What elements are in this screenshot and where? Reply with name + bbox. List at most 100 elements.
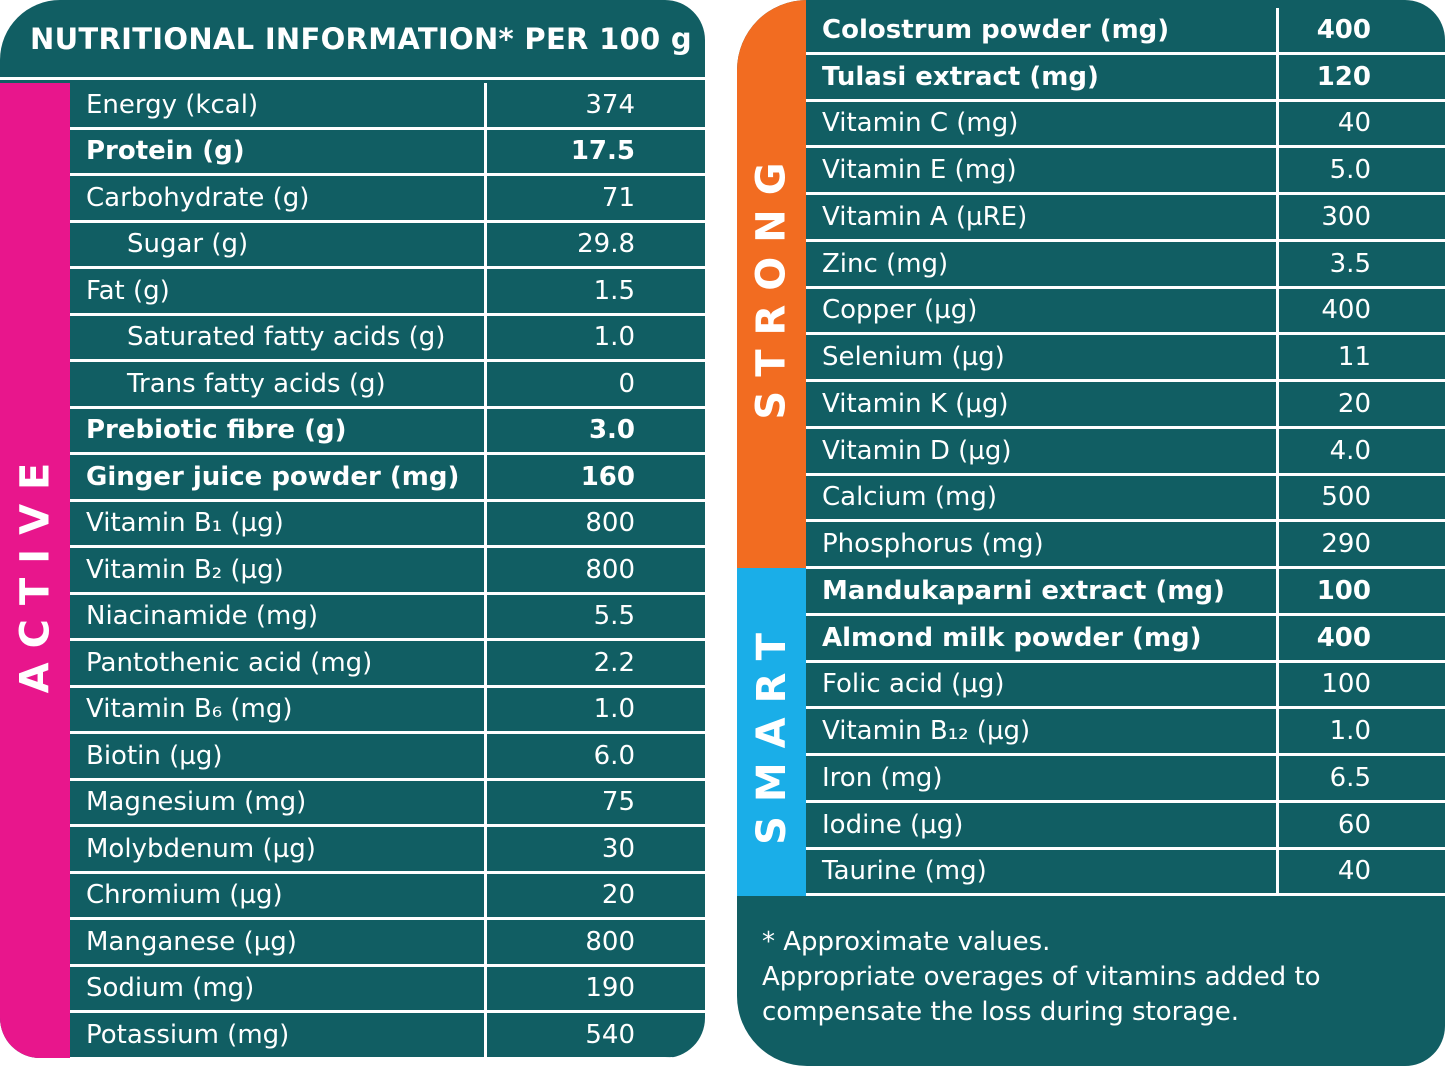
nutrient-name: Vitamin B₂ (µg) <box>70 548 487 592</box>
nutrient-value: 30 <box>601 833 635 864</box>
nutrient-name: Niacinamide (mg) <box>70 594 487 638</box>
nutrient-name: Iron (mg) <box>806 756 1279 800</box>
table-row: Magnesium (mg) 75 <box>70 780 705 827</box>
table-row: Fat (g) 1.5 <box>70 269 705 316</box>
table-row: Iodine (µg) 60 <box>806 802 1445 850</box>
nutrient-name: Vitamin C (mg) <box>806 101 1279 146</box>
nutrient-value: 160 <box>580 461 635 492</box>
table-row: Phosphorus (mg) 290 <box>806 522 1445 569</box>
table-row: Sugar (g) 29.8 <box>70 222 705 269</box>
nutrient-value: 0 <box>618 368 635 399</box>
nutrient-value: 1.5 <box>593 275 635 306</box>
table-row: Vitamin B₆ (mg) 1.0 <box>70 687 705 734</box>
table-row: Prebiotic fibre (g) 3.0 <box>70 408 705 455</box>
nutrient-value: 120 <box>1316 61 1371 92</box>
table-row: Vitamin D (µg) 4.0 <box>806 428 1445 476</box>
nutrient-value: 374 <box>585 89 635 120</box>
nutrient-name: Vitamin D (µg) <box>806 428 1279 473</box>
nutrient-name: Zinc (mg) <box>806 241 1279 286</box>
nutrient-value: 800 <box>585 554 635 585</box>
nutrient-name: Trans fatty acids (g) <box>70 362 487 406</box>
nutrient-name: Copper (µg) <box>806 288 1279 333</box>
nutrient-name: Vitamin K (µg) <box>806 382 1279 426</box>
nutrient-value: 60 <box>1337 809 1371 840</box>
nutrient-value: 3.0 <box>588 415 635 446</box>
nutrient-value: 1.0 <box>593 694 635 725</box>
nutrient-value: 1.0 <box>593 322 635 353</box>
nutrient-name: Prebiotic fibre (g) <box>70 408 487 452</box>
table-row: Mandukaparni extract (mg) 100 <box>806 569 1445 616</box>
nutrient-name: Phosphorus (mg) <box>806 522 1279 566</box>
nutrient-name: Vitamin B₁ (µg) <box>70 501 487 545</box>
nutrition-table-right: STRONG SMART * Approximate values. Appro… <box>737 0 1445 1066</box>
nutrient-value: 400 <box>1321 295 1371 326</box>
nutrient-value: 20 <box>1337 388 1371 419</box>
nutrient-name: Vitamin B₆ (mg) <box>70 687 487 731</box>
nutrient-name: Molybdenum (µg) <box>70 827 487 871</box>
table-row: Vitamin A (µRE) 300 <box>806 195 1445 242</box>
table-row: Taurine (mg) 40 <box>806 849 1445 897</box>
nutrient-value: 3.5 <box>1329 248 1371 279</box>
nutrient-name: Calcium (mg) <box>806 475 1279 520</box>
nutrient-value: 17.5 <box>570 136 635 167</box>
strong-label: STRONG <box>748 148 795 420</box>
nutrient-value: 400 <box>1316 14 1371 45</box>
nutrient-value: 40 <box>1337 108 1371 139</box>
nutrient-value: 11 <box>1337 342 1371 373</box>
nutrient-name: Selenium (µg) <box>806 335 1279 379</box>
nutrient-name: Protein (g) <box>70 129 487 173</box>
footnote-line: Appropriate overages of vitamins added t… <box>762 962 1321 992</box>
nutrient-value: 800 <box>585 926 635 957</box>
nutrient-value: 500 <box>1321 482 1371 513</box>
footnote-line: * Approximate values. <box>762 927 1051 957</box>
table-row: Folic acid (µg) 100 <box>806 662 1445 710</box>
table-row: Iron (mg) 6.5 <box>806 756 1445 803</box>
nutrient-value: 190 <box>585 973 635 1004</box>
table-row: Vitamin B₁₂ (µg) 1.0 <box>806 709 1445 756</box>
table-row: Zinc (mg) 3.5 <box>806 241 1445 289</box>
table-row: Copper (µg) 400 <box>806 288 1445 336</box>
nutrient-name: Sugar (g) <box>70 222 487 266</box>
table-title: NUTRITIONAL INFORMATION* PER 100 g <box>0 0 705 80</box>
table-row: Vitamin E (mg) 5.0 <box>806 148 1445 195</box>
nutrient-value: 6.0 <box>593 740 635 771</box>
nutrient-value: 75 <box>601 787 635 818</box>
table-row: Trans fatty acids (g) 0 <box>70 362 705 409</box>
nutrient-value: 100 <box>1316 575 1371 606</box>
table-row: Carbohydrate (g) 71 <box>70 176 705 223</box>
active-label: ACTIVE <box>12 448 59 693</box>
nutrient-value: 4.0 <box>1329 435 1371 466</box>
table-row: Saturated fatty acids (g) 1.0 <box>70 315 705 362</box>
nutrient-value: 1.0 <box>1329 716 1371 747</box>
nutrient-value: 40 <box>1337 856 1371 887</box>
table-row: Tulasi extract (mg) 120 <box>806 54 1445 102</box>
nutrient-value: 71 <box>601 182 635 213</box>
nutrient-value: 5.5 <box>593 601 635 632</box>
smart-label: SMART <box>748 619 795 845</box>
nutrient-name: Colostrum powder (mg) <box>806 8 1279 52</box>
table-row: Sodium (mg) 190 <box>70 966 705 1013</box>
nutrient-name: Tulasi extract (mg) <box>806 54 1279 99</box>
table-row: Chromium (µg) 20 <box>70 873 705 920</box>
table-row: Protein (g) 17.5 <box>70 129 705 176</box>
nutrient-name: Vitamin E (mg) <box>806 148 1279 192</box>
table-row: Pantothenic acid (mg) 2.2 <box>70 641 705 688</box>
table-row: Vitamin K (µg) 20 <box>806 382 1445 429</box>
active-section-strip: ACTIVE <box>0 83 70 1058</box>
footnote: * Approximate values. Appropriate overag… <box>762 925 1321 1030</box>
nutrient-name: Carbohydrate (g) <box>70 176 487 220</box>
nutrient-name: Sodium (mg) <box>70 966 487 1010</box>
nutrient-name: Ginger juice powder (mg) <box>70 455 487 499</box>
nutrient-name: Mandukaparni extract (mg) <box>806 569 1279 613</box>
table-row: Almond milk powder (mg) 400 <box>806 615 1445 663</box>
nutrient-name: Taurine (mg) <box>806 849 1279 894</box>
table-row: Potassium (mg) 540 <box>70 1013 705 1058</box>
table-row: Vitamin C (mg) 40 <box>806 101 1445 149</box>
nutrient-name: Manganese (µg) <box>70 920 487 964</box>
nutrient-name: Chromium (µg) <box>70 873 487 917</box>
nutrient-name: Potassium (mg) <box>70 1013 487 1057</box>
nutrient-value: 29.8 <box>577 229 635 260</box>
table-row: Ginger juice powder (mg) 160 <box>70 455 705 502</box>
table-row: Selenium (µg) 11 <box>806 335 1445 382</box>
nutrient-name: Energy (kcal) <box>70 83 487 127</box>
